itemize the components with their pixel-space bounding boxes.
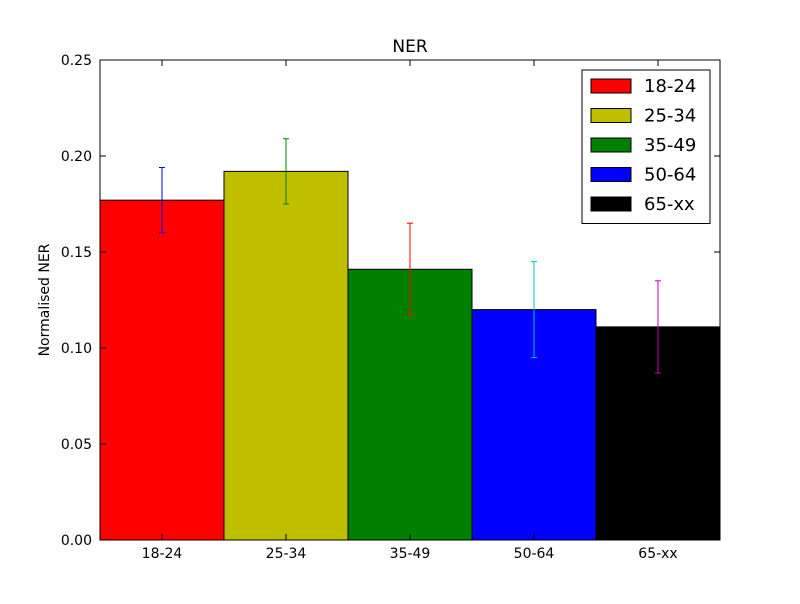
legend-swatch-25-34	[590, 108, 632, 123]
bar-18-24	[99, 199, 225, 541]
error-bar-18-24	[159, 167, 165, 234]
y-tick-label: 0.10	[61, 341, 92, 357]
legend-swatch-50-64	[590, 167, 632, 182]
legend-swatch-35-49	[590, 137, 632, 153]
legend-label: 18-24	[644, 76, 696, 97]
y-tick-label: 0.20	[61, 149, 92, 165]
error-bars-layer	[159, 138, 661, 374]
legend-label: 25-34	[644, 106, 696, 127]
chart-title: NER	[392, 37, 427, 57]
y-tick-label: 0.15	[61, 245, 92, 261]
legend-swatch-18-24	[590, 78, 632, 94]
legend-label: 35-49	[644, 135, 696, 156]
x-tick-label: 25-34	[266, 546, 307, 562]
legend-label: 65-xx	[644, 194, 695, 215]
x-tick-label: 35-49	[390, 546, 431, 562]
error-bar-65-xx	[655, 280, 661, 374]
bars-layer	[99, 170, 721, 541]
y-tick-label: 0.25	[61, 53, 92, 69]
x-tick-label: 65-xx	[638, 546, 677, 562]
legend-label: 50-64	[644, 165, 696, 186]
y-tick-label: 0.00	[61, 533, 92, 549]
x-tick-label: 50-64	[514, 546, 555, 562]
error-bar-25-34	[283, 138, 289, 205]
legend-swatch-65-xx	[590, 196, 632, 212]
error-bar-35-49	[407, 222, 413, 316]
error-bar-50-64	[531, 261, 537, 359]
y-tick-label: 0.05	[61, 437, 92, 453]
x-tick-label: 18-24	[142, 546, 183, 562]
ticks-layer: 0.00 0.05 0.10 0.15 0.20 0.25 18-24 25-34 35-49 5…	[61, 53, 720, 562]
bar-25-34	[223, 170, 349, 541]
legend: 18-24 25-34 35-49 50-64 65-xx	[581, 69, 711, 224]
y-axis-label: Normalised NER	[37, 243, 53, 356]
